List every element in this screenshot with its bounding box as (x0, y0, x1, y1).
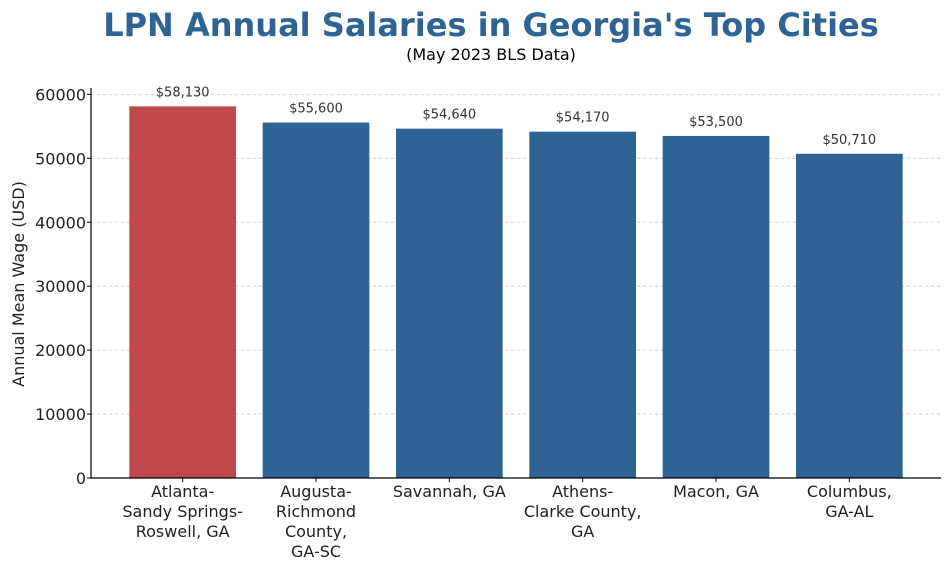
bar (262, 122, 370, 478)
y-tick-labels: 0 10000 20000 30000 40000 50000 60000 (35, 85, 91, 488)
data-label: $53,500 (689, 115, 743, 130)
y-tick-label: 40000 (35, 213, 86, 232)
y-tick-label: 60000 (35, 85, 86, 104)
axes (90, 88, 941, 479)
bar (129, 106, 236, 478)
x-tick-label: Augusta-Richmond County, GA-SC (276, 482, 356, 561)
y-axis-label: Annual Mean Wage (USD) (9, 181, 28, 387)
x-tick-label: Atlanta-Sandy Springs-Roswell, GA (122, 482, 243, 541)
data-label: $54,170 (556, 111, 610, 126)
x-tick-label: Macon, GA (673, 482, 759, 501)
y-tick-label: 30000 (35, 277, 86, 296)
x-tick-label: Athens-Clarke County, GA (524, 482, 642, 541)
x-tick-labels: Atlanta-Sandy Springs-Roswell, GA Augusta… (122, 478, 892, 561)
y-tick-label: 20000 (35, 341, 86, 360)
chart-subtitle: (May 2023 BLS Data) (406, 45, 576, 64)
y-tick-label: 50000 (35, 149, 86, 168)
bar (396, 128, 503, 478)
bars (129, 106, 903, 479)
y-tick-label: 10000 (35, 405, 86, 424)
bar (662, 135, 770, 479)
data-label: $50,710 (822, 133, 876, 148)
chart-title: LPN Annual Salaries in Georgia's Top Cit… (103, 6, 879, 44)
data-label: $58,130 (156, 85, 210, 100)
x-tick-label: Savannah, GA (393, 482, 506, 501)
bar (796, 153, 903, 479)
data-label: $54,640 (422, 108, 476, 123)
data-labels: $58,130 $55,600 $54,640 $54,170 $53,500 $50,7… (156, 85, 876, 147)
data-label: $55,600 (289, 102, 343, 117)
bar (529, 131, 636, 478)
y-tick-label: 0 (76, 469, 86, 488)
x-tick-label: Columbus, GA-AL (807, 482, 892, 521)
